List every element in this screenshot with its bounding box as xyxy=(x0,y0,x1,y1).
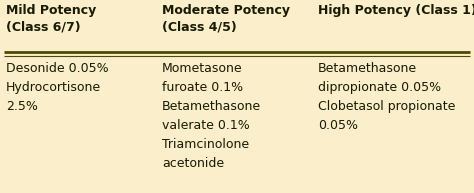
Text: Desonide 0.05%
Hydrocortisone
2.5%: Desonide 0.05% Hydrocortisone 2.5% xyxy=(6,62,109,113)
Text: Mild Potency
(Class 6/7): Mild Potency (Class 6/7) xyxy=(6,4,96,34)
Text: Mometasone
furoate 0.1%
Betamethasone
valerate 0.1%
Triamcinolone
acetonide: Mometasone furoate 0.1% Betamethasone va… xyxy=(162,62,261,170)
Text: High Potency (Class 1): High Potency (Class 1) xyxy=(318,4,474,17)
Text: Betamethasone
dipropionate 0.05%
Clobetasol propionate
0.05%: Betamethasone dipropionate 0.05% Clobeta… xyxy=(318,62,456,132)
Text: Moderate Potency
(Class 4/5): Moderate Potency (Class 4/5) xyxy=(162,4,290,34)
